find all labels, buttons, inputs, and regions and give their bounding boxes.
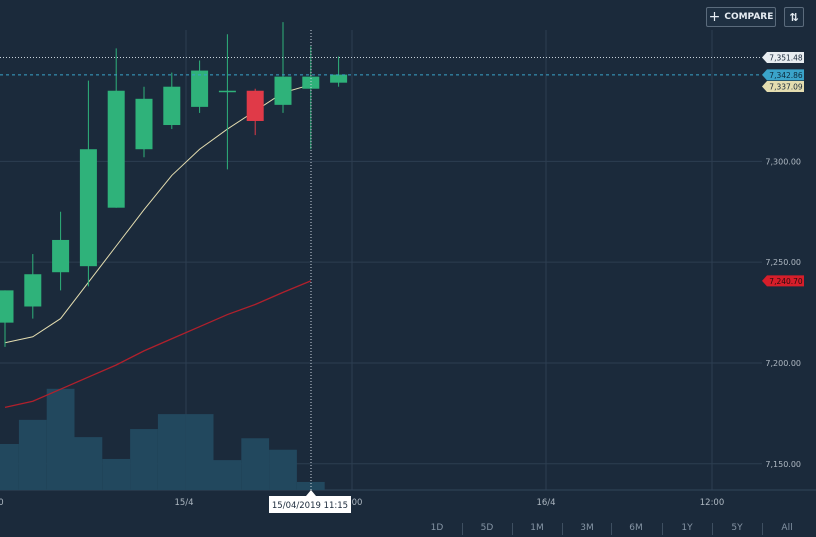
price-labels: 7,351.48 7,342.86 7,337.09 7,240.70 [762,52,804,287]
volume-bar [46,388,75,490]
candle [302,46,320,150]
volume-bar [269,449,297,490]
volume-bar [102,458,131,490]
range-separator [512,523,513,535]
range-separator [762,523,763,535]
candles [0,22,348,347]
candle-body [330,74,348,83]
sort-arrows-icon: ⇅ [789,10,799,24]
range-button-5y[interactable]: 5Y [731,523,743,533]
candle-body [274,76,292,105]
crosshair-overlay [0,30,762,490]
candle [191,60,209,113]
compare-label: COMPARE [724,12,774,22]
price-label-text: 7,337.09 [769,83,803,92]
range-button-1d[interactable]: 1D [430,523,444,533]
y-tick-label: 7,300.00 [765,157,801,166]
candle-body [0,290,14,323]
candle-body [302,76,320,89]
price-label: 7,240.70 [762,275,804,287]
x-tick-label: 16/4 [536,498,555,508]
range-separator [462,523,463,535]
candle-body [79,149,97,267]
moving-averages [4,84,312,408]
volume-bar [157,414,186,490]
compare-button[interactable]: + COMPARE [706,7,776,27]
sort-button[interactable]: ⇅ [784,7,804,27]
price-label-tag [762,275,804,287]
y-axis: 7,150.00 7,200.00 7,250.00 7,300.00 [765,157,801,468]
ma-long-line [4,280,312,408]
volume-bar [296,481,325,490]
range-button-1m[interactable]: 1M [530,523,544,533]
x-tick-label: 12:00 [700,498,725,508]
volume-bar [185,414,214,490]
volume-bar [0,444,19,490]
price-label-text: 7,351.48 [769,54,803,63]
y-tick-label: 7,150.00 [765,460,801,469]
volume-bar [241,438,270,490]
volume-bar [130,429,158,490]
crosshair-date-label: 15/04/2019 11:15 [269,490,351,513]
plus-icon: + [708,9,721,25]
range-button-6m[interactable]: 6M [629,523,643,533]
price-label: 7,351.48 [762,52,804,64]
candle-body [135,98,153,150]
range-button-1y[interactable]: 1Y [681,523,693,533]
volume-bar [74,437,103,490]
candle [246,88,264,136]
price-label: 7,342.86 [762,69,804,81]
price-label-text: 7,342.86 [769,71,803,80]
candle [135,86,153,158]
candle [79,80,97,287]
candle [218,34,236,170]
candle-body [107,90,125,208]
candle-body [52,239,70,273]
range-selector: 1D 5D 1M 3M 6M 1Y 5Y All [0,519,816,537]
volume-bar [18,419,47,490]
candle [330,56,348,87]
price-label-tag [762,69,804,81]
range-separator [611,523,612,535]
range-button-5d[interactable]: 5D [480,523,494,533]
candle-body [246,90,264,121]
volume-bar [213,460,242,490]
x-tick-label: 0 [0,498,4,508]
candle [24,254,42,319]
candle [52,211,70,291]
price-label: 7,337.09 [762,81,804,93]
ma-short-line [4,84,311,344]
candle-body [191,70,209,107]
volume-bars [0,388,325,490]
price-label-tag [762,52,804,64]
crosshair-date-text: 15/04/2019 11:15 [272,501,348,511]
candle [0,290,14,347]
range-separator [662,523,663,535]
x-axis: 0 15/4 00 16/4 12:00 15/04/2019 11:15 [0,490,724,513]
x-tick-label: 00 [352,498,363,508]
range-separator [712,523,713,535]
candle-body [218,90,236,93]
candle-body [24,274,42,307]
crosshair-date-box [269,490,351,513]
range-button-all[interactable]: All [781,523,793,533]
range-button-3m[interactable]: 3M [580,523,594,533]
candle [107,48,125,208]
y-tick-label: 7,250.00 [765,258,801,267]
range-separator [562,523,563,535]
candle [274,22,292,113]
x-tick-label: 15/4 [174,498,193,508]
price-label-text: 7,240.70 [769,277,803,286]
candle-body [163,86,181,126]
price-label-tag [762,81,804,93]
grid-lines [0,30,816,491]
candle [163,72,181,130]
y-tick-label: 7,200.00 [765,359,801,368]
